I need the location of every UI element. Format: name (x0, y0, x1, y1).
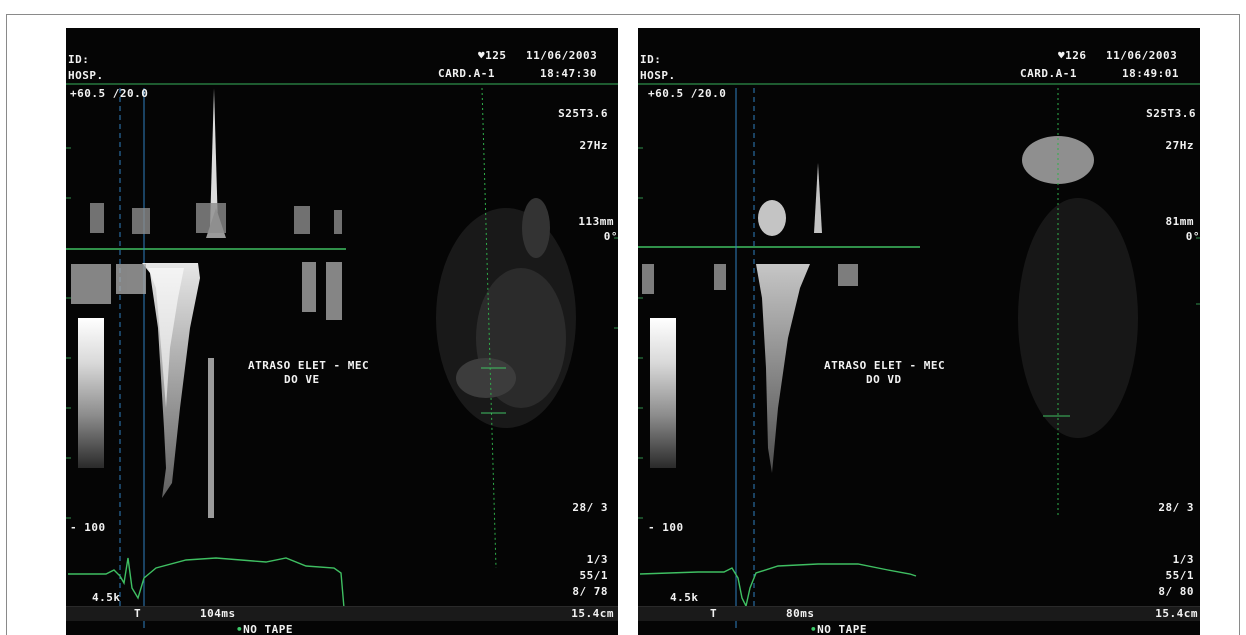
frequency: 4.5k (92, 591, 121, 604)
gain-value: 28/ 3 (1158, 501, 1194, 514)
depth-cm: 15.4cm (571, 607, 614, 620)
exam-time: 18:49:01 (1122, 67, 1179, 80)
depth-cm: 15.4cm (1155, 607, 1198, 620)
depth-mm: 113mm (578, 215, 614, 228)
status-strip (66, 606, 618, 621)
depth-mm: 81mm (1165, 215, 1194, 228)
param-2: 55/1 (1165, 569, 1194, 582)
annotation-line-1: ATRASO ELET - MEC (248, 359, 370, 372)
velocity-min: - 100 (648, 521, 684, 534)
velocity-scale: +60.5 /20.0 (648, 87, 727, 100)
grayscale-bar (78, 318, 104, 468)
velocity-scale: +60.5 /20.0 (70, 87, 149, 100)
heart-rate: ♥125 (478, 49, 507, 62)
frame-rate: 27Hz (579, 139, 608, 152)
annotation-line-2: DO VD (866, 373, 902, 386)
probe-label: CARD.A-1 (1020, 67, 1077, 80)
param-3: 8/ 80 (1158, 585, 1194, 598)
patient-id-label: ID: (640, 53, 662, 66)
param-3: 8/ 78 (572, 585, 608, 598)
exam-date: 11/06/2003 (526, 49, 598, 62)
probe-label: CARD.A-1 (438, 67, 495, 80)
velocity-min: - 100 (70, 521, 106, 534)
ultrasound-panel-left: ID: HOSP. ♥125 11/06/2003 CARD.A-1 18:47… (66, 28, 618, 635)
angle-value: 0° (603, 230, 618, 243)
time-marker: T (134, 607, 142, 620)
tape-status: •NO TAPE (236, 623, 293, 635)
annotation-line-1: ATRASO ELET - MEC (824, 359, 946, 372)
tape-status-label: NO TAPE (243, 623, 293, 635)
gain-value: 28/ 3 (572, 501, 608, 514)
grayscale-bar (650, 318, 676, 468)
hospital-label: HOSP. (68, 69, 104, 82)
tape-status-label: NO TAPE (817, 623, 867, 635)
frame-rate: 27Hz (1165, 139, 1194, 152)
exam-date: 11/06/2003 (1106, 49, 1178, 62)
heart-rate: ♥126 (1058, 49, 1087, 62)
doppler-trace-left (66, 83, 618, 628)
transducer-label: S25T3.6 (558, 107, 608, 120)
ultrasound-panel-right: ID: HOSP. ♥126 11/06/2003 CARD.A-1 18:49… (638, 28, 1200, 635)
transducer-label: S25T3.6 (1146, 107, 1196, 120)
doppler-trace-right (638, 83, 1200, 628)
annotation-line-2: DO VE (284, 373, 320, 386)
tape-status: •NO TAPE (810, 623, 867, 635)
interval-value: 104ms (200, 607, 236, 620)
interval-value: 80ms (786, 607, 815, 620)
angle-value: 0° (1185, 230, 1200, 243)
time-marker: T (710, 607, 718, 620)
param-2: 55/1 (579, 569, 608, 582)
param-1: 1/3 (1172, 553, 1194, 566)
patient-id-label: ID: (68, 53, 90, 66)
figure-frame (6, 14, 1240, 635)
exam-time: 18:47:30 (540, 67, 597, 80)
frequency: 4.5k (670, 591, 699, 604)
status-strip (638, 606, 1200, 621)
param-1: 1/3 (586, 553, 608, 566)
hospital-label: HOSP. (640, 69, 676, 82)
